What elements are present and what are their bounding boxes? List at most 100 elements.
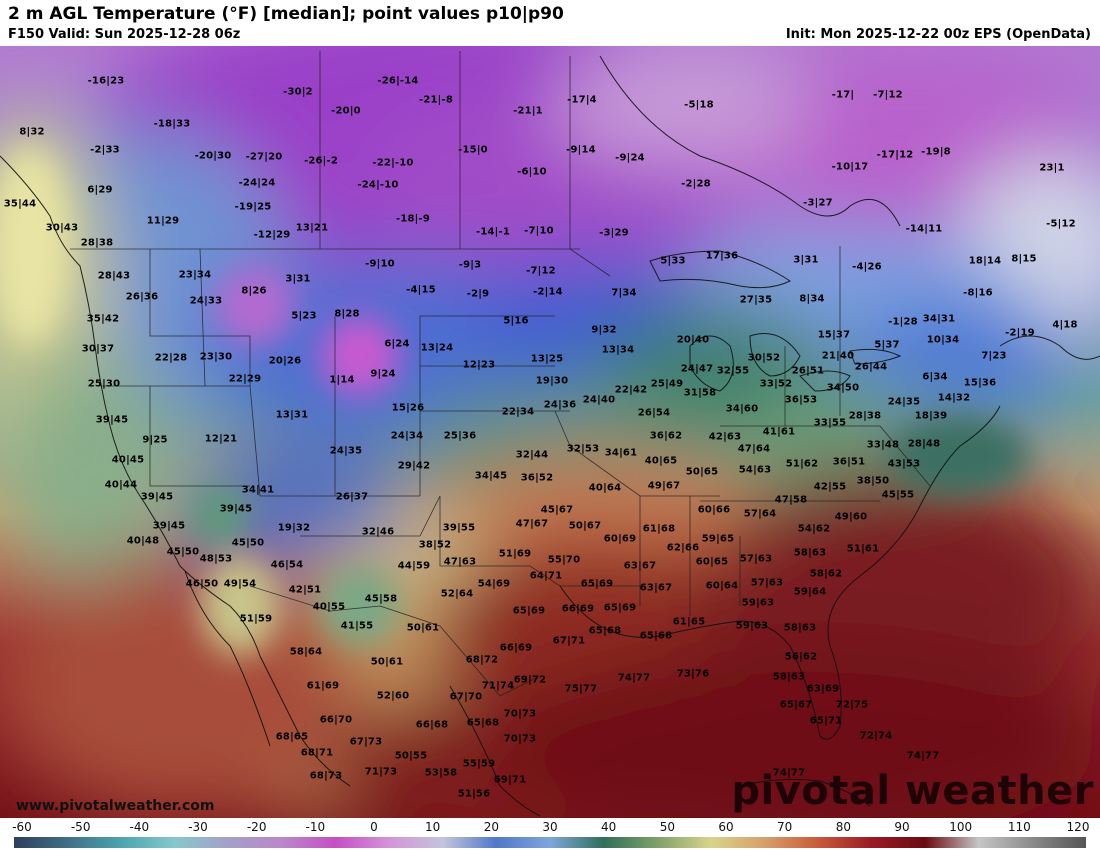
point-value-label: 21|40 xyxy=(821,350,855,362)
point-value-label: -2|9 xyxy=(466,288,490,300)
point-value-label: 54|62 xyxy=(797,523,831,535)
point-value-label: 33|55 xyxy=(813,417,847,429)
point-value-label: 23|1 xyxy=(1039,162,1065,174)
colorbar-tick-label: 30 xyxy=(542,820,558,834)
point-value-label: 68|73 xyxy=(309,770,343,782)
point-value-label: 19|32 xyxy=(277,522,311,534)
point-value-label: -17|4 xyxy=(567,94,597,106)
temperature-map[interactable]: -16|23 8|32 -2|33 -18|33 6|29 35|44 30|43 11|29… xyxy=(0,46,1100,818)
point-value-label: 12|23 xyxy=(462,359,496,371)
point-value-label: 40|55 xyxy=(312,601,346,613)
point-value-label: 40|45 xyxy=(111,454,145,466)
point-value-label: -2|28 xyxy=(681,178,711,190)
point-value-label: 27|35 xyxy=(739,294,773,306)
valid-time: F150 Valid: Sun 2025-12-28 06z xyxy=(8,27,241,42)
point-value-label: 24|33 xyxy=(189,295,223,307)
point-value-label: -9|14 xyxy=(566,144,596,156)
point-value-label: 50|61 xyxy=(370,656,404,668)
point-value-label: 3|31 xyxy=(285,273,311,285)
point-value-label: 13|21 xyxy=(295,222,329,234)
point-value-label: 39|55 xyxy=(442,522,476,534)
point-value-label: 73|76 xyxy=(676,668,710,680)
point-value-label: 70|73 xyxy=(503,708,537,720)
point-value-label: -2|33 xyxy=(90,144,120,156)
point-value-label: 24|35 xyxy=(887,396,921,408)
point-value-label: 8|26 xyxy=(241,285,267,297)
colorbar-tick-label: 0 xyxy=(370,820,378,834)
point-value-label: 23|30 xyxy=(199,351,233,363)
point-value-label: 60|69 xyxy=(603,533,637,545)
point-value-label: 39|45 xyxy=(95,414,129,426)
colorbar-tick-label: -20 xyxy=(246,820,267,834)
point-value-label: 68|65 xyxy=(275,731,309,743)
point-value-label: 59|63 xyxy=(735,620,769,632)
point-value-label: 57|64 xyxy=(743,508,777,520)
colorbar-tick-label: -40 xyxy=(129,820,150,834)
point-value-label: 36|51 xyxy=(832,456,866,468)
point-value-label: 32|53 xyxy=(566,443,600,455)
point-value-label: -15|0 xyxy=(458,144,488,156)
point-value-label: 74|77 xyxy=(906,750,940,762)
colorbar-tick-label: 90 xyxy=(894,820,910,834)
point-value-label: 49|54 xyxy=(223,578,257,590)
point-value-label: -16|23 xyxy=(87,75,125,87)
website-watermark: www.pivotalweather.com xyxy=(16,798,215,814)
point-value-label: 8|15 xyxy=(1011,253,1037,265)
point-value-label: -26|-2 xyxy=(303,155,339,167)
point-value-label: 45|50 xyxy=(231,537,265,549)
point-value-label: 65|69 xyxy=(580,578,614,590)
point-value-label: 8|34 xyxy=(799,293,825,305)
brand-watermark: pivotal weather xyxy=(731,768,1094,814)
point-value-label: 53|58 xyxy=(424,767,458,779)
point-value-label: 28|48 xyxy=(907,438,941,450)
point-value-label: 58|63 xyxy=(793,547,827,559)
point-value-label: 13|34 xyxy=(601,344,635,356)
point-value-label: 65|68 xyxy=(588,625,622,637)
point-value-label: 64|71 xyxy=(529,570,563,582)
colorbar-tick-label: -60 xyxy=(12,820,32,834)
point-value-label: 49|60 xyxy=(834,511,868,523)
point-value-label: 9|25 xyxy=(142,434,168,446)
point-value-label: 74|77 xyxy=(772,767,806,779)
point-value-label: 72|74 xyxy=(859,730,893,742)
point-value-label: 36|53 xyxy=(784,394,818,406)
colorbar-tick-label: 80 xyxy=(835,820,851,834)
point-value-label: -10|17 xyxy=(831,161,869,173)
point-value-label: 5|16 xyxy=(503,315,529,327)
point-value-label: 51|62 xyxy=(785,458,819,470)
point-value-label: -9|24 xyxy=(615,152,645,164)
point-value-label: 65|68 xyxy=(466,717,500,729)
point-value-label: 74|77 xyxy=(617,672,651,684)
point-value-label: 15|37 xyxy=(817,329,851,341)
point-value-label: 24|36 xyxy=(543,399,577,411)
point-value-label: 15|26 xyxy=(391,402,425,414)
point-value-label: 7|34 xyxy=(611,287,637,299)
point-value-label: 32|44 xyxy=(515,449,549,461)
point-value-label: -17| xyxy=(831,89,855,101)
colorbar-tick-label: 100 xyxy=(949,820,973,834)
point-value-label: 55|59 xyxy=(462,758,496,770)
point-value-label: 22|42 xyxy=(614,384,648,396)
point-value-label: 47|64 xyxy=(737,443,771,455)
point-value-label: 30|43 xyxy=(45,222,79,234)
point-value-label: 40|65 xyxy=(644,455,678,467)
point-value-label: 60|66 xyxy=(697,504,731,516)
point-value-label: 71|74 xyxy=(481,680,515,692)
point-value-label: 34|45 xyxy=(474,470,508,482)
point-value-label: 42|55 xyxy=(813,481,847,493)
point-value-label: 17|36 xyxy=(705,250,739,262)
point-value-label: 24|35 xyxy=(329,445,363,457)
point-value-label: 70|73 xyxy=(503,733,537,745)
point-values-layer: -16|23 8|32 -2|33 -18|33 6|29 35|44 30|43 11|29… xyxy=(0,46,1100,818)
point-value-label: 66|70 xyxy=(319,714,353,726)
point-value-label: 19|30 xyxy=(535,375,569,387)
point-value-label: 58|64 xyxy=(289,646,323,658)
point-value-label: 34|31 xyxy=(922,313,956,325)
point-value-label: -20|0 xyxy=(331,105,361,117)
point-value-label: -14|-1 xyxy=(475,226,511,238)
point-value-label: -21|1 xyxy=(513,105,543,117)
point-value-label: 22|28 xyxy=(154,352,188,364)
colorbar-tick-label: 70 xyxy=(777,820,793,834)
point-value-label: 75|77 xyxy=(564,683,598,695)
point-value-label: 10|34 xyxy=(926,334,960,346)
